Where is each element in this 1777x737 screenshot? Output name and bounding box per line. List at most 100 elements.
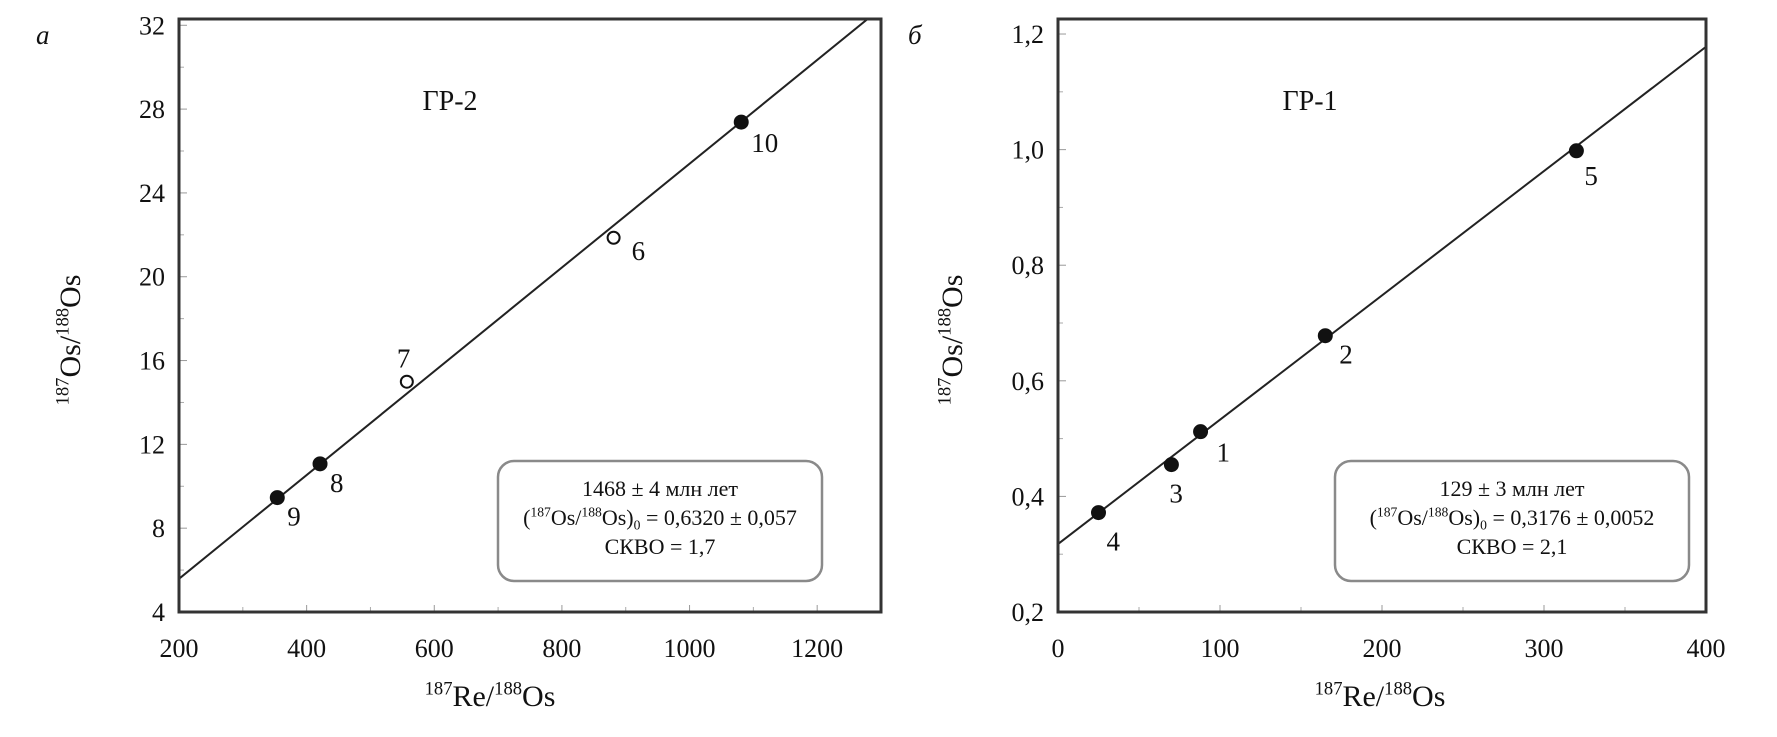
text-segment: Os/ xyxy=(551,505,582,530)
text-segment: Os xyxy=(522,680,555,713)
text-segment: 188 xyxy=(581,505,602,520)
x-tick-label: 200 xyxy=(160,634,199,663)
point-label: 2 xyxy=(1339,340,1353,370)
info-box-line: СКВО = 2,1 xyxy=(1457,534,1568,559)
y-tick-label: 0,2 xyxy=(1012,598,1045,627)
text-segment: Os/ xyxy=(54,335,87,377)
text-segment: 188 xyxy=(53,308,74,336)
x-tick-label: 1200 xyxy=(791,634,843,663)
x-tick-label: 200 xyxy=(1363,634,1402,663)
y-tick-label: 12 xyxy=(139,430,165,459)
info-box xyxy=(496,459,824,583)
text-segment: = 0,3176 ± 0,0052 xyxy=(1487,505,1654,530)
x-axis-label: 187Re/188Os xyxy=(425,679,556,713)
text-segment: 129 ± 3 млн лет xyxy=(1439,476,1584,501)
text-segment: СКВО = 2,1 xyxy=(1457,534,1568,559)
x-tick-label: 400 xyxy=(287,634,326,663)
text-segment: Os/ xyxy=(1397,505,1428,530)
point-label: 10 xyxy=(751,128,778,158)
y-tick-label: 16 xyxy=(139,347,165,376)
point-label: 3 xyxy=(1169,479,1183,509)
text-segment: СКВО = 1,7 xyxy=(605,534,716,559)
text-segment: 188 xyxy=(1428,505,1449,520)
text-segment: 187 xyxy=(53,378,74,406)
y-tick-label: 1,0 xyxy=(1012,136,1045,165)
plot-frame xyxy=(177,17,883,614)
text-segment: Os xyxy=(1412,680,1445,713)
x-axis-label: 187Re/188Os xyxy=(1315,679,1446,713)
chart-panel-2: б 0,2 0,4 0,6 0,8 1,0 1,2 0 100 200 300 400 ГР-1 129 … xyxy=(908,17,1726,713)
data-point xyxy=(1317,328,1333,344)
y-tick-label: 8 xyxy=(152,514,165,543)
data-point xyxy=(1568,143,1584,159)
x-tick-label: 600 xyxy=(415,634,454,663)
y-axis-label: 187Os/188Os xyxy=(53,275,87,406)
text-segment: ( xyxy=(523,505,530,530)
point-label: 7 xyxy=(397,344,411,374)
text-segment: 187 xyxy=(530,505,551,520)
text-segment: Os xyxy=(936,275,969,308)
info-box-line: 129 ± 3 млн лет xyxy=(1439,476,1584,501)
point-label: 4 xyxy=(1107,527,1121,557)
text-segment: 187 xyxy=(425,679,453,700)
text-segment: 188 xyxy=(1384,679,1412,700)
text-segment: 188 xyxy=(935,308,956,336)
data-point xyxy=(312,456,328,472)
x-tick-label: 1000 xyxy=(664,634,716,663)
info-box-line: СКВО = 1,7 xyxy=(605,534,716,559)
y-tick-label: 32 xyxy=(139,11,165,40)
text-segment: 1468 ± 4 млн лет xyxy=(582,476,738,501)
y-tick-label: 24 xyxy=(139,179,165,208)
point-label: 5 xyxy=(1584,161,1598,191)
data-point xyxy=(1163,457,1179,473)
data-point xyxy=(1193,424,1209,440)
y-tick-label: 28 xyxy=(139,95,165,124)
point-label: 9 xyxy=(287,502,301,532)
point-label: 1 xyxy=(1217,438,1231,468)
x-tick-label: 0 xyxy=(1052,634,1065,663)
panel-label: б xyxy=(908,20,923,50)
text-segment: = 0,6320 ± 0,057 xyxy=(640,505,796,530)
info-box-line: (187Os/188Os)0 = 0,3176 ± 0,0052 xyxy=(1370,505,1655,533)
data-point xyxy=(733,114,749,130)
y-tick-label: 1,2 xyxy=(1012,20,1045,49)
y-tick-label: 0,6 xyxy=(1012,367,1045,396)
chart-title: ГР-1 xyxy=(1282,86,1337,117)
info-box xyxy=(1333,459,1691,583)
x-tick-label: 400 xyxy=(1687,634,1726,663)
plot-frame xyxy=(1056,17,1708,614)
text-segment: 187 xyxy=(1315,679,1343,700)
text-segment: Os/ xyxy=(936,335,969,377)
data-point xyxy=(1091,505,1106,521)
text-segment: 187 xyxy=(1377,505,1398,520)
y-tick-label: 0,8 xyxy=(1012,251,1045,280)
y-tick-label: 4 xyxy=(152,598,165,627)
chart-panel-1: а 4 8 12 16 20 24 28 32 200 400 600 800 1000 1200 ГР-2 1… xyxy=(36,11,883,713)
y-tick-label: 0,4 xyxy=(1012,482,1045,511)
data-point xyxy=(269,490,285,506)
info-box-line: 1468 ± 4 млн лет xyxy=(582,476,738,501)
x-tick-label: 800 xyxy=(542,634,581,663)
chart-title: ГР-2 xyxy=(422,86,477,117)
text-segment: 0 xyxy=(634,517,641,532)
text-segment: 188 xyxy=(494,679,522,700)
x-tick-label: 100 xyxy=(1201,634,1240,663)
isochron-line xyxy=(179,19,870,580)
data-point xyxy=(606,230,621,245)
text-segment: Re/ xyxy=(452,680,494,713)
text-segment: Os) xyxy=(602,505,634,530)
point-label: 6 xyxy=(632,236,646,266)
text-segment: Os xyxy=(54,275,87,308)
data-point xyxy=(399,374,414,389)
info-box-line: (187Os/188Os)0 = 0,6320 ± 0,057 xyxy=(523,505,797,533)
y-tick-label: 20 xyxy=(139,263,165,292)
text-segment: 187 xyxy=(935,378,956,406)
x-tick-label: 300 xyxy=(1525,634,1564,663)
panel-label: а xyxy=(36,20,50,50)
text-segment: Os) xyxy=(1448,505,1480,530)
text-segment: Re/ xyxy=(1342,680,1384,713)
y-axis-label: 187Os/188Os xyxy=(935,275,969,406)
point-label: 8 xyxy=(330,468,344,498)
text-segment: 0 xyxy=(1480,517,1487,532)
